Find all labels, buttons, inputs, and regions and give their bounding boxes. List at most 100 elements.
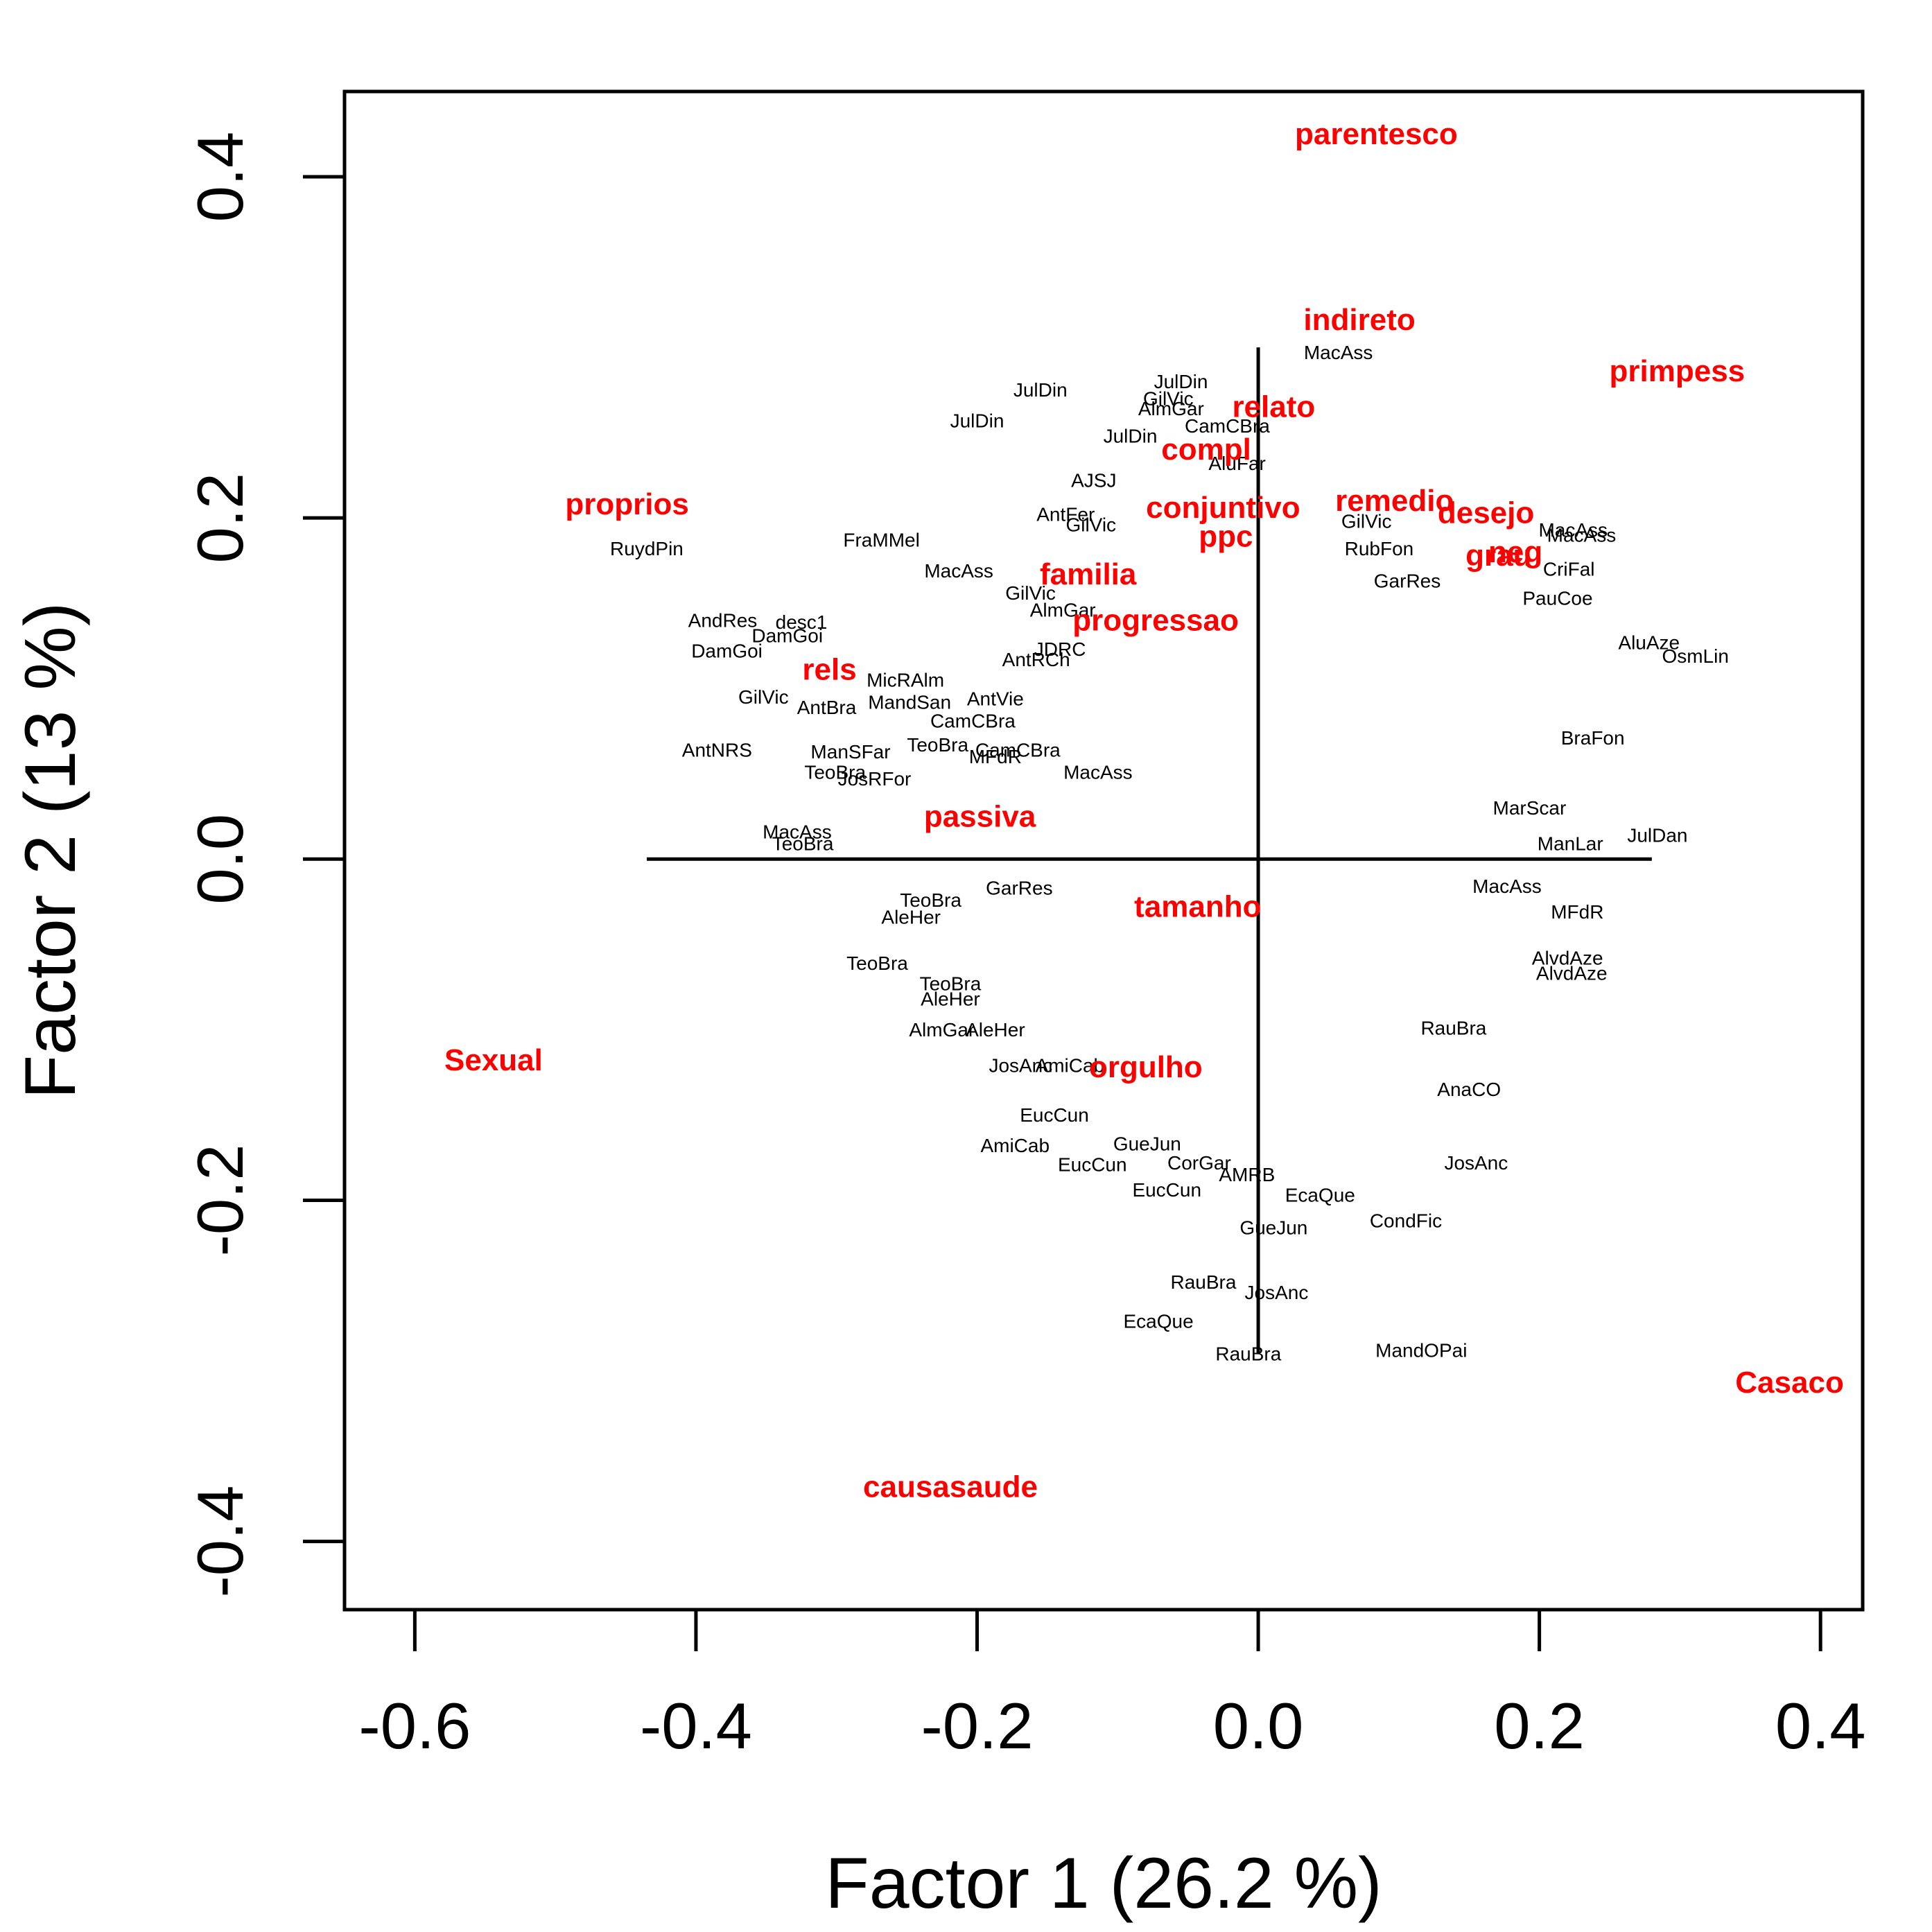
observation-label: GilVic <box>1005 582 1056 604</box>
observation-label: TeoBra <box>920 973 982 994</box>
observation-label: AleHer <box>966 1019 1025 1041</box>
observation-label: AlvdAze <box>1532 948 1603 969</box>
observation-label: TeoBra <box>900 889 961 911</box>
variable-label: passiva <box>924 799 1036 833</box>
x-tick-label: 0.4 <box>1775 1689 1866 1762</box>
y-tick-label: -0.4 <box>184 1486 256 1598</box>
observation-label: ManLar <box>1538 833 1603 855</box>
observation-label: CondFic <box>1370 1210 1442 1231</box>
observation-label: MandSan <box>868 691 951 713</box>
observation-label: OsmLin <box>1662 645 1728 667</box>
observation-label: EcaQue <box>1123 1311 1193 1332</box>
observation-label: JulDan <box>1627 824 1687 846</box>
observation-label: MacAss <box>1063 761 1133 783</box>
observation-label: JosAnc <box>989 1055 1052 1077</box>
variable-label: relato <box>1232 390 1315 424</box>
observation-label: TeoBra <box>846 952 908 974</box>
observation-label: AmiCab <box>980 1135 1050 1156</box>
observation-label: CriFal <box>1543 558 1595 580</box>
observation-label: AndRes <box>688 609 758 631</box>
observation-label: DamGoi <box>691 641 763 662</box>
plot-frame <box>342 89 1865 1612</box>
variable-label: progressao <box>1072 603 1239 637</box>
variable-label: tamanho <box>1134 890 1261 924</box>
variable-label: remedio <box>1335 484 1454 518</box>
observation-label: MarScar <box>1493 797 1567 819</box>
observation-label: AleHer <box>921 989 980 1010</box>
observation-label: BraFon <box>1561 727 1625 749</box>
variable-labels: parentesco indireto primpess relato compl pro… <box>444 117 1844 1504</box>
x-tick-label: 0.2 <box>1494 1689 1585 1762</box>
observation-label: ManSFar <box>810 741 890 763</box>
observation-label: JDRC <box>1034 638 1086 660</box>
observation-label: AntRCh <box>1002 649 1070 670</box>
observation-label: GilVic <box>1341 511 1392 532</box>
observation-label: RubFon <box>1345 538 1414 559</box>
observation-label: MicRAlm <box>867 669 944 690</box>
observation-label: TeoBra <box>804 761 866 783</box>
observation-label: PauCoe <box>1522 587 1592 609</box>
variable-label: compl <box>1161 433 1251 467</box>
observation-label: CamCBra <box>1185 415 1270 437</box>
observation-label: TeoBra <box>907 734 968 756</box>
observation-label: JulDin <box>1104 426 1158 447</box>
observation-label: AluFar <box>1208 453 1265 474</box>
observation-label: EucCun <box>1020 1104 1089 1126</box>
observation-label: AlmGar <box>1138 398 1204 419</box>
variable-label: desejo <box>1438 496 1534 530</box>
variable-label: parentesco <box>1295 117 1458 151</box>
variable-label: rels <box>802 653 856 687</box>
observation-label: GueJun <box>1239 1217 1307 1238</box>
observation-label: JulDin <box>1013 379 1068 401</box>
variable-label: proprios <box>565 487 688 521</box>
observation-label: FraMMel <box>843 530 919 551</box>
observation-label: AntBra <box>797 697 857 718</box>
observation-label: GueJun <box>1113 1133 1181 1155</box>
y-tick-label: -0.2 <box>184 1144 256 1256</box>
variable-label: causasaude <box>863 1470 1038 1504</box>
observation-label: AnaCO <box>1437 1079 1501 1100</box>
observation-label: RuydPin <box>610 538 684 559</box>
variable-label: Casaco <box>1735 1366 1844 1400</box>
observation-label: MacAss <box>1472 876 1542 897</box>
y-axis: -0.4 -0.2 0.0 0.2 0.4 <box>184 132 345 1598</box>
observation-label: GilVic <box>738 686 789 708</box>
observation-label: AntFer <box>1036 504 1095 525</box>
variable-label: conjuntivo <box>1146 491 1300 525</box>
observation-label: JulDin <box>1154 371 1208 392</box>
variable-label: Sexual <box>444 1043 543 1077</box>
observation-label: AlmGar <box>909 1019 975 1041</box>
observation-label: TeoBra <box>772 833 834 855</box>
observation-label: MacAss <box>1304 342 1373 363</box>
observation-label: MacAss <box>763 821 832 842</box>
x-tick-label: 0.0 <box>1213 1689 1304 1762</box>
reference-lines <box>646 347 1652 1354</box>
observation-label: MacAss <box>924 560 993 582</box>
variable-label: indireto <box>1303 303 1415 337</box>
variable-label: orgulho <box>1089 1050 1203 1084</box>
observation-label: JosRFor <box>838 768 912 790</box>
observation-label: GilVic <box>1143 388 1194 409</box>
observation-label: MacAss <box>1538 519 1608 541</box>
y-tick-label: 0.0 <box>184 814 256 905</box>
observation-label: DamGoi <box>751 625 823 646</box>
observation-label: AluAze <box>1618 632 1680 653</box>
observation-label: JulDin <box>950 410 1004 431</box>
observation-label: GarRes <box>1374 571 1441 592</box>
observation-label: AlmGar <box>1030 600 1096 621</box>
observation-label: CamCBra <box>975 739 1061 760</box>
x-axis-title: Factor 1 (26.2 %) <box>825 1843 1382 1924</box>
y-tick-label: 0.2 <box>184 473 256 564</box>
observation-label: AlvdAze <box>1536 963 1608 984</box>
variable-label: ppc <box>1199 520 1253 554</box>
observation-label: CorGar <box>1167 1152 1231 1174</box>
observation-label: MacAss <box>1547 524 1617 546</box>
observation-label: JosAnc <box>1444 1152 1508 1174</box>
observation-label: RauBra <box>1420 1017 1486 1038</box>
x-tick-label: -0.2 <box>921 1689 1034 1762</box>
observation-label: AntNRS <box>682 739 752 760</box>
observation-label: RauBra <box>1171 1271 1237 1293</box>
